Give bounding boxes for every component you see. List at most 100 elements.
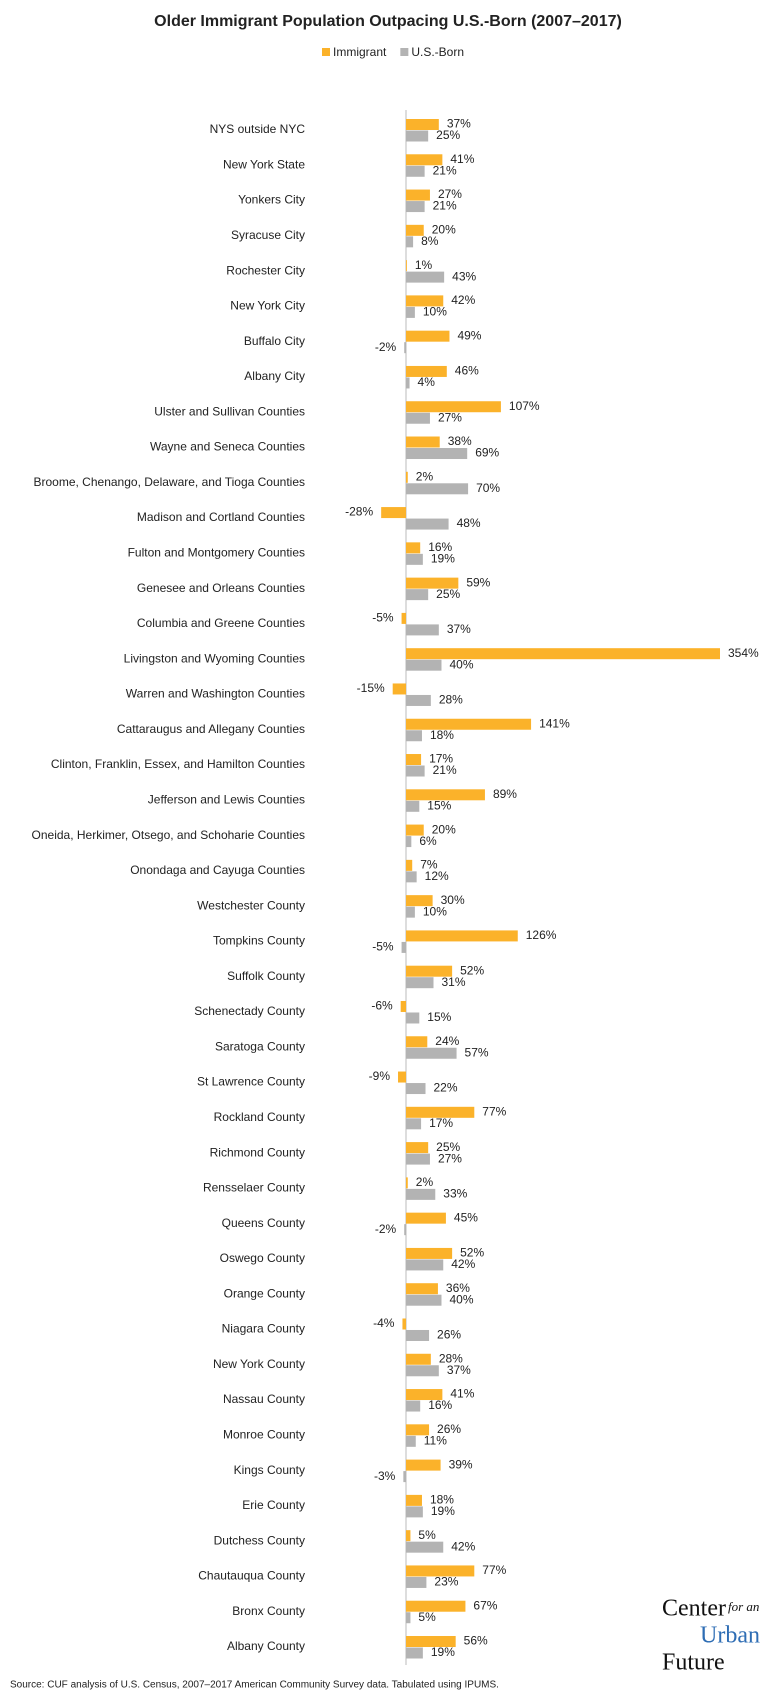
bar	[403, 1471, 406, 1483]
category-label: Wayne and Seneca Counties	[150, 440, 305, 454]
bar	[406, 1083, 426, 1095]
data-label: 49%	[457, 328, 481, 342]
data-label: 19%	[431, 1645, 455, 1659]
bar	[406, 483, 469, 495]
data-label: 57%	[465, 1045, 489, 1059]
category-label: Rochester City	[226, 263, 305, 277]
legend-label: Immigrant	[333, 45, 387, 59]
data-label: -3%	[374, 1469, 396, 1483]
data-label: 28%	[439, 1351, 463, 1365]
data-label: 40%	[449, 657, 473, 671]
category-label: New York State	[223, 157, 305, 171]
bar	[406, 236, 414, 248]
bar	[406, 824, 424, 836]
bar	[406, 624, 439, 636]
data-label: 5%	[418, 1528, 436, 1542]
data-label: 42%	[451, 293, 475, 307]
bar	[406, 1494, 422, 1506]
bar	[381, 507, 406, 519]
bar	[392, 683, 406, 695]
data-label: 37%	[447, 622, 471, 636]
data-label: -2%	[375, 1222, 397, 1236]
data-label: 21%	[433, 199, 457, 213]
bar	[406, 260, 407, 272]
data-label: 1%	[415, 258, 433, 272]
bar	[401, 941, 406, 953]
data-label: 141%	[539, 716, 570, 730]
data-label: 69%	[475, 446, 499, 460]
category-label: Chautauqua County	[198, 1569, 305, 1583]
data-label: 19%	[431, 1504, 455, 1518]
category-label: Madison and Cortland Counties	[137, 510, 305, 524]
data-label: 42%	[451, 1257, 475, 1271]
data-label: 27%	[438, 410, 462, 424]
category-label: Broome, Chenango, Delaware, and Tioga Co…	[34, 475, 306, 489]
data-label: 27%	[438, 187, 462, 201]
data-label: 21%	[433, 163, 457, 177]
data-label: 56%	[464, 1634, 488, 1648]
category-label: Oneida, Herkimer, Otsego, and Schoharie …	[32, 828, 305, 842]
bar	[406, 1106, 475, 1118]
bar	[406, 754, 422, 766]
data-label: 40%	[449, 1292, 473, 1306]
bar	[406, 977, 434, 989]
data-label: 41%	[450, 152, 474, 166]
category-label: Dutchess County	[214, 1533, 305, 1547]
data-label: 4%	[418, 375, 436, 389]
data-label: -4%	[373, 1316, 395, 1330]
bar	[402, 1318, 406, 1330]
bar	[406, 271, 445, 283]
logo-text: for an	[728, 1599, 759, 1614]
bar	[406, 718, 532, 730]
bar	[406, 1459, 441, 1471]
bar	[406, 1036, 428, 1048]
bar	[406, 201, 425, 213]
category-label: Ulster and Sullivan Counties	[154, 404, 305, 418]
bar	[406, 1188, 436, 1200]
bar	[406, 694, 431, 706]
data-label: 31%	[441, 975, 465, 989]
bar	[406, 295, 444, 307]
bar	[406, 1400, 421, 1412]
bar	[400, 1000, 406, 1012]
bar	[406, 1600, 466, 1612]
bar	[406, 365, 447, 377]
data-label: 41%	[450, 1387, 474, 1401]
bar	[406, 1389, 443, 1401]
bar	[406, 1012, 420, 1024]
data-label: 354%	[728, 646, 759, 660]
bar	[406, 836, 412, 848]
bar	[406, 1435, 416, 1447]
bar	[406, 1142, 429, 1154]
data-label: 25%	[436, 1140, 460, 1154]
bar	[406, 1647, 423, 1659]
category-label: Yonkers City	[238, 193, 305, 207]
bar	[406, 189, 430, 201]
bar	[406, 518, 449, 530]
category-label: Jefferson and Lewis Counties	[148, 792, 305, 806]
data-label: 22%	[434, 1081, 458, 1095]
bar	[406, 401, 501, 413]
category-label: Rockland County	[214, 1110, 305, 1124]
data-label: 18%	[430, 728, 454, 742]
logo: Center for an Urban Future	[662, 1596, 760, 1676]
bar	[406, 1365, 439, 1377]
data-label: 17%	[429, 752, 453, 766]
bar	[406, 1259, 444, 1271]
data-label: 77%	[482, 1104, 506, 1118]
data-label: 39%	[449, 1457, 473, 1471]
data-label: 67%	[473, 1598, 497, 1612]
bar	[406, 1565, 475, 1577]
bar	[406, 1177, 408, 1189]
data-label: 45%	[454, 1210, 478, 1224]
data-label: 25%	[436, 587, 460, 601]
data-label: -6%	[371, 999, 393, 1013]
data-label: 23%	[434, 1575, 458, 1589]
data-label: 36%	[446, 1281, 470, 1295]
data-label: 21%	[433, 763, 457, 777]
data-label: 37%	[447, 117, 471, 131]
data-label: -2%	[375, 340, 397, 354]
data-label: 15%	[427, 1010, 451, 1024]
data-label: 48%	[457, 516, 481, 530]
